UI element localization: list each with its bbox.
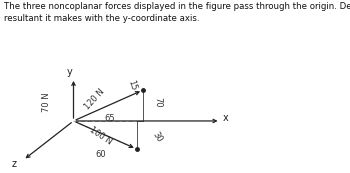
Text: z: z <box>12 159 17 169</box>
Text: x: x <box>223 113 228 123</box>
Text: 65: 65 <box>104 114 114 123</box>
Text: 30: 30 <box>151 130 164 144</box>
Text: 120 N: 120 N <box>83 87 106 112</box>
Text: The three noncoplanar forces displayed in the figure pass through the origin. De: The three noncoplanar forces displayed i… <box>4 2 350 22</box>
Text: 15: 15 <box>126 79 138 92</box>
Text: y: y <box>66 67 72 77</box>
Text: 70 N: 70 N <box>42 92 51 112</box>
Text: 60: 60 <box>96 150 106 159</box>
Text: 70: 70 <box>153 97 162 108</box>
Text: 100 N: 100 N <box>88 125 114 147</box>
